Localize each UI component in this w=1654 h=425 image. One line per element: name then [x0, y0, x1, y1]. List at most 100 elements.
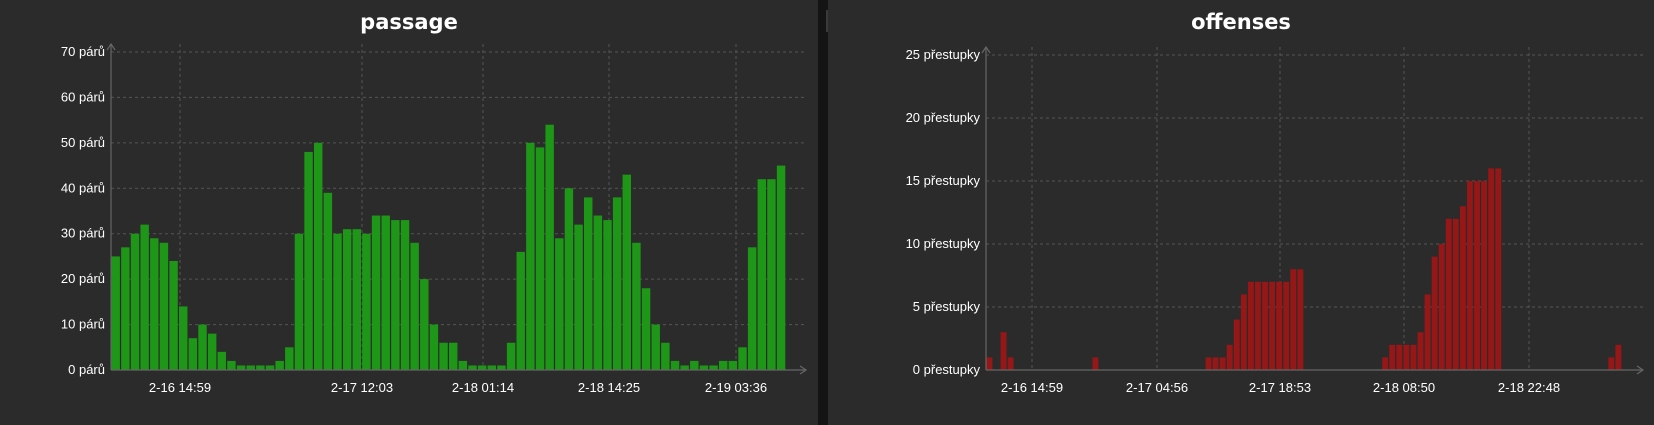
- bar[interactable]: [1092, 357, 1099, 370]
- bar[interactable]: [1382, 357, 1389, 370]
- bar[interactable]: [986, 357, 993, 370]
- bar[interactable]: [622, 174, 632, 370]
- bar[interactable]: [362, 233, 371, 370]
- bar[interactable]: [651, 324, 660, 370]
- bar[interactable]: [612, 197, 622, 370]
- bar[interactable]: [130, 233, 140, 370]
- bar[interactable]: [699, 365, 709, 370]
- bar[interactable]: [198, 324, 207, 370]
- bar[interactable]: [1276, 281, 1283, 370]
- bar[interactable]: [1403, 344, 1410, 370]
- bar[interactable]: [246, 365, 255, 370]
- bar[interactable]: [632, 242, 641, 370]
- bar[interactable]: [1459, 206, 1466, 370]
- bar[interactable]: [1269, 281, 1276, 370]
- bar[interactable]: [410, 242, 419, 370]
- bar[interactable]: [275, 360, 284, 370]
- bar[interactable]: [584, 197, 593, 370]
- bar[interactable]: [468, 365, 477, 370]
- bar[interactable]: [728, 360, 738, 370]
- bar[interactable]: [1608, 357, 1615, 370]
- bar[interactable]: [757, 179, 767, 370]
- bar[interactable]: [1233, 319, 1240, 370]
- bar[interactable]: [285, 347, 294, 370]
- bar[interactable]: [1240, 294, 1247, 370]
- bar[interactable]: [207, 333, 217, 370]
- bar[interactable]: [747, 247, 757, 370]
- bar[interactable]: [776, 165, 786, 370]
- bar[interactable]: [304, 151, 313, 370]
- bar[interactable]: [371, 215, 381, 370]
- bar[interactable]: [314, 142, 323, 370]
- bar[interactable]: [1205, 357, 1212, 370]
- bar[interactable]: [535, 147, 545, 370]
- bar[interactable]: [1615, 344, 1622, 370]
- bar[interactable]: [111, 256, 120, 370]
- bar[interactable]: [121, 247, 130, 370]
- bar[interactable]: [1219, 357, 1226, 370]
- bar[interactable]: [400, 220, 410, 370]
- bar[interactable]: [439, 342, 448, 370]
- bar[interactable]: [593, 215, 603, 370]
- bar[interactable]: [506, 342, 516, 370]
- bar[interactable]: [1247, 281, 1254, 370]
- bar[interactable]: [391, 220, 400, 370]
- bar[interactable]: [516, 251, 525, 370]
- bar[interactable]: [1007, 357, 1014, 370]
- bar[interactable]: [333, 233, 342, 370]
- bar[interactable]: [526, 142, 535, 370]
- bar[interactable]: [342, 229, 352, 370]
- bar[interactable]: [256, 365, 265, 370]
- bar[interactable]: [188, 338, 198, 370]
- bar[interactable]: [564, 188, 574, 370]
- bar[interactable]: [1488, 168, 1495, 370]
- bar[interactable]: [545, 124, 554, 370]
- bar[interactable]: [265, 365, 275, 370]
- bar[interactable]: [1396, 344, 1403, 370]
- bar[interactable]: [1212, 357, 1219, 370]
- bar[interactable]: [680, 365, 689, 370]
- bar[interactable]: [1424, 294, 1431, 370]
- bar[interactable]: [1410, 344, 1417, 370]
- bar[interactable]: [458, 360, 468, 370]
- bar[interactable]: [477, 365, 487, 370]
- bar[interactable]: [767, 179, 776, 370]
- bar[interactable]: [323, 192, 333, 370]
- bar[interactable]: [670, 360, 680, 370]
- bar[interactable]: [1389, 344, 1396, 370]
- bar[interactable]: [1495, 168, 1502, 370]
- bar[interactable]: [217, 351, 227, 370]
- bar[interactable]: [1438, 244, 1445, 370]
- bar[interactable]: [661, 342, 670, 370]
- bar[interactable]: [1431, 256, 1438, 370]
- bar[interactable]: [555, 238, 564, 370]
- bar[interactable]: [169, 260, 178, 370]
- bar[interactable]: [641, 288, 651, 370]
- bar[interactable]: [1467, 181, 1473, 370]
- bar[interactable]: [227, 360, 236, 370]
- bar[interactable]: [294, 233, 304, 370]
- bar[interactable]: [738, 347, 747, 370]
- bar[interactable]: [1417, 332, 1424, 370]
- bar[interactable]: [1452, 218, 1459, 370]
- bar[interactable]: [1283, 281, 1290, 370]
- bar[interactable]: [1226, 344, 1233, 370]
- bar[interactable]: [1297, 269, 1304, 370]
- bar[interactable]: [1262, 281, 1268, 370]
- bar[interactable]: [159, 242, 169, 370]
- bar[interactable]: [352, 229, 362, 370]
- bar[interactable]: [420, 279, 429, 370]
- bar[interactable]: [497, 365, 506, 370]
- bar[interactable]: [1481, 181, 1488, 370]
- bar[interactable]: [449, 342, 458, 370]
- bar[interactable]: [1445, 218, 1452, 370]
- bar[interactable]: [487, 365, 497, 370]
- bar[interactable]: [1290, 269, 1297, 370]
- bar[interactable]: [150, 238, 159, 370]
- bar[interactable]: [1000, 332, 1007, 370]
- bar[interactable]: [429, 324, 439, 370]
- bar[interactable]: [709, 365, 718, 370]
- bar[interactable]: [690, 360, 699, 370]
- bar[interactable]: [719, 360, 728, 370]
- bar[interactable]: [140, 224, 149, 370]
